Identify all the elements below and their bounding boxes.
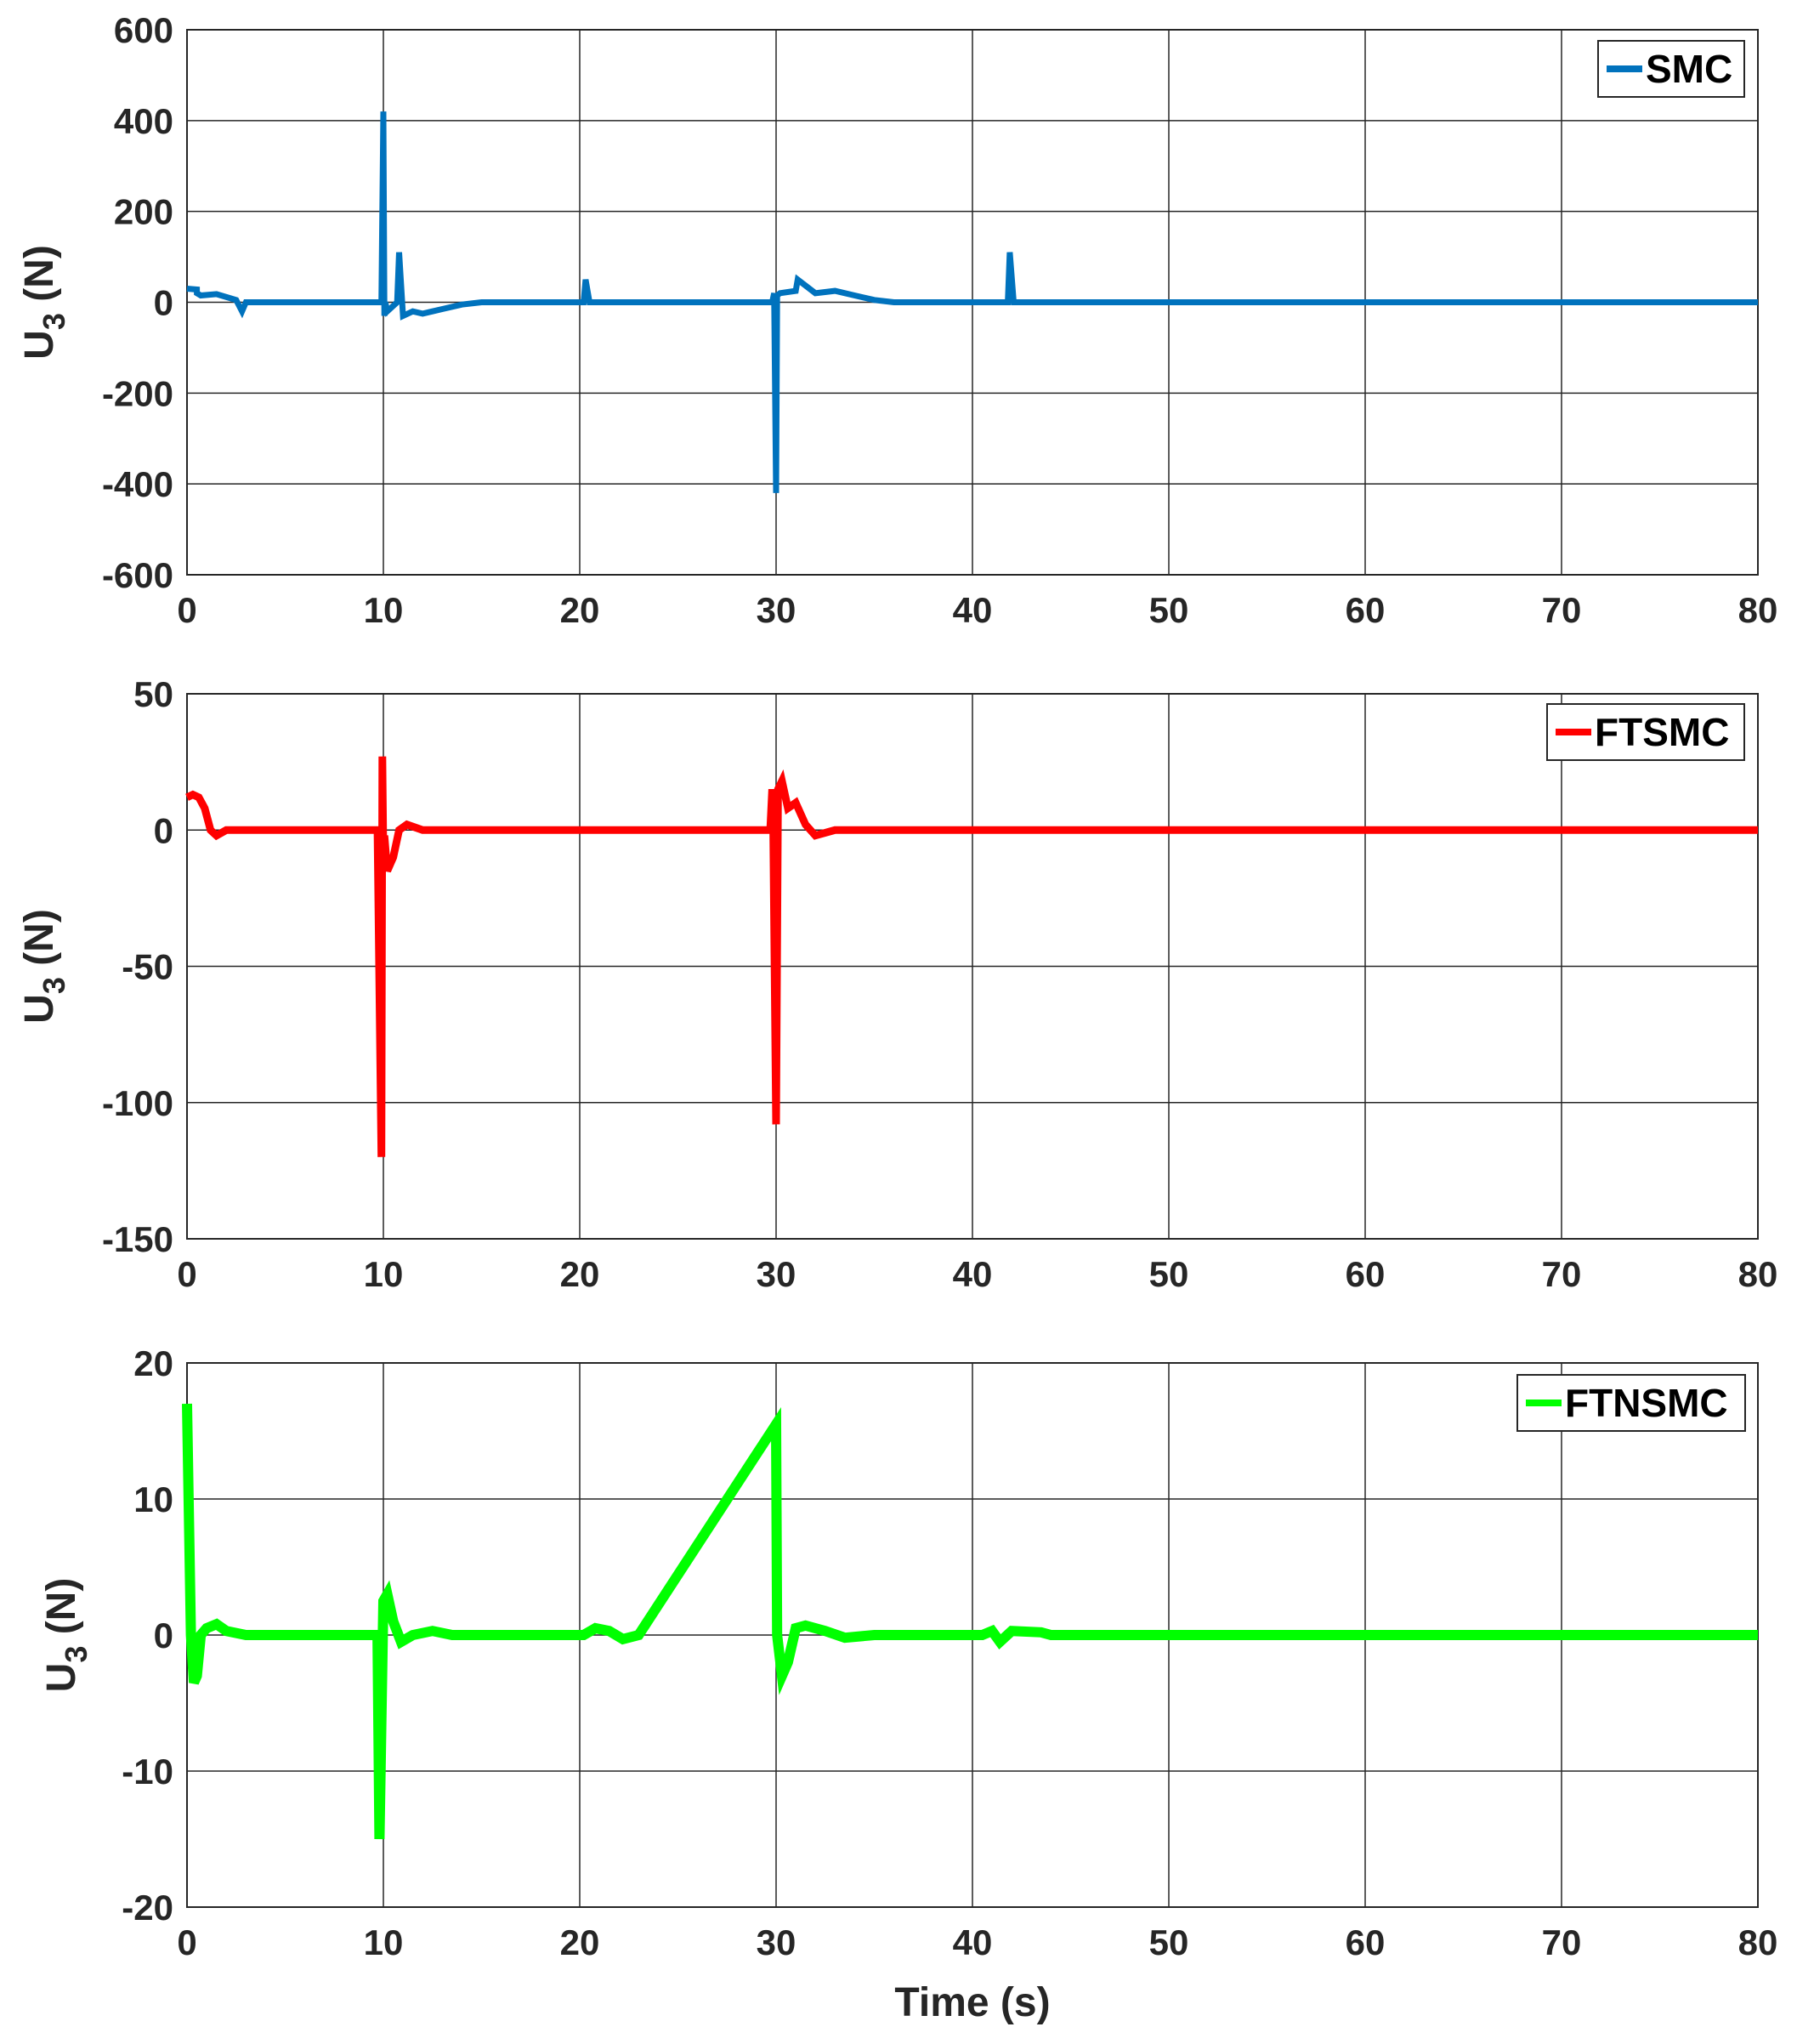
axes-box [186,693,1759,1240]
y-axis-label: U3 (N) [39,1578,94,1693]
x-tick-label: 70 [1542,590,1582,630]
legend-label: SMC [1646,47,1732,91]
x-tick-label: 0 [177,590,196,630]
y-tick-label: 10 [133,1479,173,1519]
legend: FTNSMC [1516,1374,1746,1432]
legend-label: FTSMC [1595,710,1729,754]
x-tick-label: 30 [757,1254,796,1294]
x-tick-label: 40 [953,1922,993,1962]
y-tick-label: 50 [133,674,173,714]
chart-panel-1: 0 10 20 30 40 50 60 70 80 -600 -400 -200 0 200 400 600 U… [17,10,1777,630]
x-tick-label: 0 [177,1254,196,1294]
x-tick-label: 50 [1149,1254,1189,1294]
legend-label: FTNSMC [1565,1381,1728,1425]
y-axis-label: U3 (N) [17,909,71,1024]
x-tick-label: 60 [1346,1254,1386,1294]
y-tick-label: -600 [102,555,173,595]
x-tick-label: 70 [1542,1922,1582,1962]
x-axis-label: Time (s) [894,1980,1050,2025]
x-tick-label: 80 [1738,1922,1778,1962]
x-tick-label: 40 [953,1254,993,1294]
y-tick-label: 0 [154,810,173,850]
y-tick-label: -150 [102,1219,173,1259]
y-tick-label: 600 [114,10,173,50]
x-tick-label: 50 [1149,590,1189,630]
y-tick-label: -100 [102,1083,173,1123]
series-line-ftnsmc [182,1403,1758,1840]
y-tick-label: -50 [122,947,173,987]
x-tick-label: 10 [364,1254,404,1294]
series-line-ftsmc [185,756,1758,1157]
x-tick-label: 20 [560,590,600,630]
x-tick-label: 80 [1738,1254,1778,1294]
x-tick-label: 30 [757,1922,796,1962]
x-tick-label: 10 [364,590,404,630]
y-tick-label: -200 [102,373,173,413]
y-tick-label: 400 [114,101,173,141]
x-tick-label: 40 [953,590,993,630]
y-tick-label: 200 [114,192,173,232]
series-line-smc [186,111,1758,493]
x-tick-label: 50 [1149,1922,1189,1962]
legend: SMC [1597,40,1745,98]
y-tick-label: 20 [133,1343,173,1383]
y-axis-label: U3 (N) [17,245,71,360]
x-tick-label: 60 [1346,1922,1386,1962]
x-tick-label: 20 [560,1254,600,1294]
y-tick-label: -400 [102,464,173,504]
y-tick-label: -20 [122,1888,173,1928]
y-tick-label: 0 [154,283,173,323]
chart-panel-3: 0 10 20 30 40 50 60 70 80 -20 -10 0 10 20 U3 (N) Time (… [39,1343,1777,2025]
legend: FTSMC [1546,703,1745,761]
y-tick-label: -10 [122,1752,173,1791]
x-tick-label: 10 [364,1922,404,1962]
x-tick-label: 60 [1346,590,1386,630]
y-tick-label: 0 [154,1615,173,1655]
chart-panel-2: 0 10 20 30 40 50 60 70 80 -150 -100 -50 0 50 U3 (N) FTS… [17,674,1777,1294]
x-tick-label: 70 [1542,1254,1582,1294]
x-tick-label: 0 [177,1922,196,1962]
x-tick-label: 30 [757,590,796,630]
x-tick-label: 20 [560,1922,600,1962]
x-tick-label: 80 [1738,590,1778,630]
